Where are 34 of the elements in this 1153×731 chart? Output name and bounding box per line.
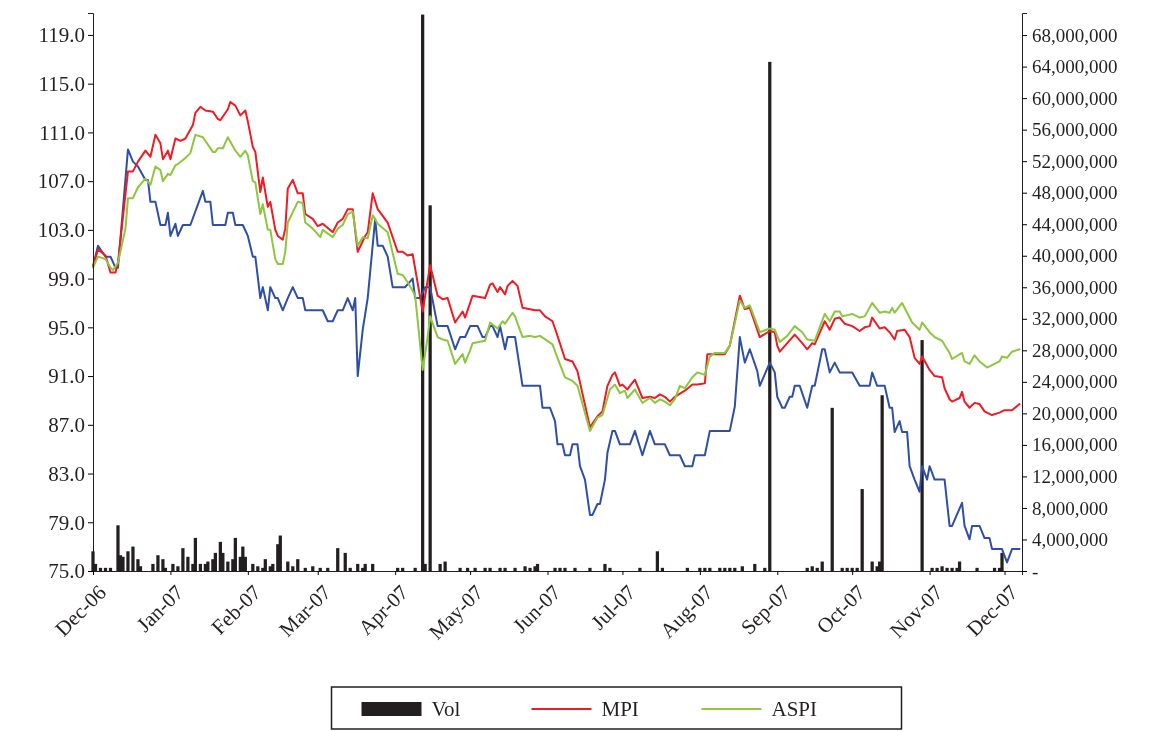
y2-tick-label: 4,000,000: [1032, 529, 1108, 551]
y2-tick-label: 16,000,000: [1032, 434, 1118, 456]
legend-label: Vol: [431, 697, 461, 721]
y-tick-label: 79.0: [48, 510, 85, 535]
y2-tick-label: 48,000,000: [1032, 182, 1118, 204]
y-tick-label: 87.0: [48, 413, 85, 438]
y-tick-label: 115.0: [38, 71, 85, 96]
y-tick-label: 119.0: [38, 23, 85, 48]
y2-tick-label: 32,000,000: [1032, 308, 1118, 330]
y-tick-label: 75.0: [48, 559, 85, 584]
y2-tick-label: 64,000,000: [1032, 56, 1118, 78]
y-tick-label: 91.0: [48, 364, 85, 389]
y2-tick-label: 44,000,000: [1032, 213, 1118, 235]
y2-tick-label: 24,000,000: [1032, 371, 1118, 393]
y2-tick-label: 28,000,000: [1032, 339, 1118, 361]
y-tick-label: 103.0: [37, 218, 85, 243]
y2-tick-label: 68,000,000: [1032, 24, 1118, 46]
y-tick-label: 107.0: [37, 169, 85, 194]
legend-label: ASPI: [771, 697, 818, 721]
y2-tick-label: 36,000,000: [1032, 276, 1118, 298]
line-series: [92, 148, 1021, 564]
y2-tick-label: 56,000,000: [1032, 119, 1118, 141]
y2-tick-label: -: [1032, 560, 1039, 582]
legend-label: MPI: [601, 697, 639, 721]
y-tick-label: 111.0: [39, 120, 85, 145]
y2-tick-label: 12,000,000: [1032, 466, 1118, 487]
y2-tick-label: 52,000,000: [1032, 150, 1118, 172]
y2-tick-label: 60,000,000: [1032, 87, 1118, 109]
y2-tick-label: 40,000,000: [1032, 245, 1118, 267]
y-tick-label: 95.0: [48, 315, 85, 340]
y-tick-label: 99.0: [48, 266, 85, 291]
y2-tick-label: 8,000,000: [1032, 497, 1108, 519]
y2-tick-label: 20,000,000: [1032, 402, 1118, 424]
y-tick-label: 83.0: [48, 461, 85, 486]
